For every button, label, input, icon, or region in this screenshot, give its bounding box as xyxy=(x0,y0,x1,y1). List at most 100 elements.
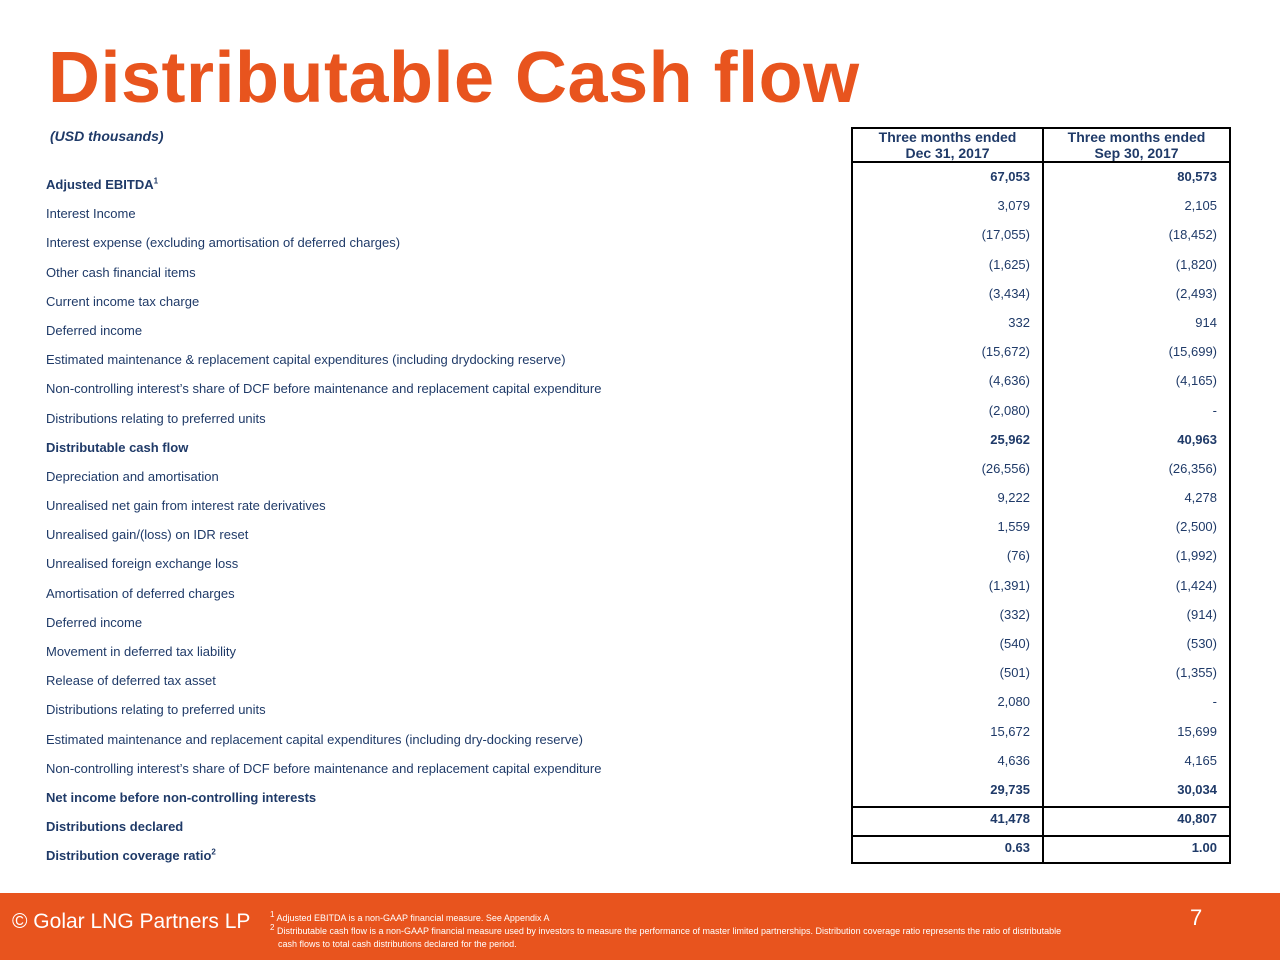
table-row: Non-controlling interest’s share of DCF … xyxy=(0,373,1280,402)
table-row: Estimated maintenance and replacement ca… xyxy=(0,724,1280,753)
row-label: Distributable cash flow xyxy=(46,440,188,455)
row-label: Depreciation and amortisation xyxy=(46,469,219,484)
table-row: Movement in deferred tax liability (540) (… xyxy=(0,636,1280,665)
column-header-dec-2017: Three months ended Dec 31, 2017 xyxy=(853,129,1042,161)
footnote-marker: 2 xyxy=(211,847,216,857)
row-label: Adjusted EBITDA1 xyxy=(46,177,158,192)
row-label-text: Non-controlling interest’s share of DCF … xyxy=(46,381,602,397)
row-label-text: Estimated maintenance & replacement capi… xyxy=(46,352,566,368)
value-sep-2017: (914) xyxy=(1186,606,1217,622)
value-dec-2017: (15,672) xyxy=(981,344,1030,360)
value-sep-2017: 1.00 xyxy=(1191,840,1217,856)
value-sep-2017: (2,493) xyxy=(1175,285,1217,301)
value-dec-2017: 0.63 xyxy=(1004,840,1030,856)
row-label-text: Deferred income xyxy=(46,614,143,630)
value-sep-2017: (18,452) xyxy=(1168,227,1217,243)
footnote-2: 2 Distributable cash flow is a non-GAAP … xyxy=(270,923,1220,938)
row-label: Estimated maintenance & replacement capi… xyxy=(46,352,566,367)
row-label-text: Interest expense (excluding amortisation… xyxy=(46,235,401,251)
row-label-text: Estimated maintenance and replacement ca… xyxy=(46,731,583,747)
row-label: Interest expense (excluding amortisation… xyxy=(46,235,400,250)
row-label: Distributions relating to preferred unit… xyxy=(46,702,266,717)
table-row: Distributions declared 41,478 40,807 xyxy=(0,811,1280,840)
row-label-text: Distributions declared xyxy=(46,819,184,835)
row-label: Non-controlling interest’s share of DCF … xyxy=(46,381,601,396)
value-dec-2017: (1,625) xyxy=(988,256,1030,272)
page-title: Distributable Cash flow xyxy=(48,38,860,118)
row-label-text: Unrealised net gain from interest rate d… xyxy=(46,498,326,514)
value-sep-2017: 2,105 xyxy=(1184,198,1217,214)
value-sep-2017: (2,500) xyxy=(1175,519,1217,535)
value-sep-2017: (1,355) xyxy=(1175,665,1217,681)
page-number: 7 xyxy=(1190,905,1203,930)
table-row: Amortisation of deferred charges (1,391) (… xyxy=(0,578,1280,607)
row-label: Distribution coverage ratio2 xyxy=(46,848,216,863)
value-dec-2017: (76) xyxy=(1006,548,1030,564)
total-divider xyxy=(851,806,1231,808)
row-label-text: Adjusted EBITDA xyxy=(46,177,154,192)
value-dec-2017: (2,080) xyxy=(988,402,1030,418)
value-sep-2017: (26,356) xyxy=(1168,460,1217,476)
value-dec-2017: 25,962 xyxy=(990,431,1030,447)
row-label-text: Depreciation and amortisation xyxy=(46,468,219,484)
row-label: Movement in deferred tax liability xyxy=(46,644,236,659)
table-row: Distributable cash flow 25,962 40,963 xyxy=(0,432,1280,461)
row-label: Non-controlling interest’s share of DCF … xyxy=(46,761,601,776)
row-label: Current income tax charge xyxy=(46,294,199,309)
footnote-2-mark: 2 xyxy=(270,923,275,932)
footnote-marker: 1 xyxy=(153,176,159,186)
table-row: Interest expense (excluding amortisation… xyxy=(0,227,1280,256)
value-dec-2017: 332 xyxy=(1008,314,1030,330)
footnote-1: 1 Adjusted EBITDA is a non-GAAP financia… xyxy=(270,911,1220,925)
value-sep-2017: (1,820) xyxy=(1175,256,1217,272)
table-row: Net income before non-controlling intere… xyxy=(0,782,1280,811)
value-dec-2017: (17,055) xyxy=(981,227,1030,243)
row-label: Deferred income xyxy=(46,615,142,630)
value-dec-2017: 67,053 xyxy=(990,169,1030,184)
table-row: Interest Income 3,079 2,105 xyxy=(0,198,1280,227)
value-dec-2017: 15,672 xyxy=(990,723,1030,739)
value-dec-2017: (332) xyxy=(999,606,1030,622)
value-dec-2017: 4,636 xyxy=(997,752,1030,768)
row-label: Release of deferred tax asset xyxy=(46,673,216,688)
table-row: Deferred income 332 914 xyxy=(0,315,1280,344)
table-row: Distribution coverage ratio2 0.63 1.00 xyxy=(0,840,1280,869)
value-sep-2017: 15,699 xyxy=(1177,723,1217,739)
value-sep-2017: (15,699) xyxy=(1168,344,1217,360)
row-label: Other cash financial items xyxy=(46,265,196,280)
value-dec-2017: 29,735 xyxy=(990,781,1030,797)
row-label-text: Non-controlling interest’s share of DCF … xyxy=(46,760,602,776)
table-row: Estimated maintenance & replacement capi… xyxy=(0,344,1280,373)
value-sep-2017: 40,963 xyxy=(1177,431,1217,447)
value-dec-2017: 3,079 xyxy=(997,198,1030,214)
row-label: Interest Income xyxy=(46,206,136,221)
value-dec-2017: 9,222 xyxy=(997,490,1030,506)
row-label: Unrealised net gain from interest rate d… xyxy=(46,498,326,513)
value-dec-2017: 1,559 xyxy=(997,519,1030,535)
row-label: Distributions declared xyxy=(46,819,183,834)
copyright-text: © Golar LNG Partners LP xyxy=(12,910,251,933)
value-dec-2017: 41,478 xyxy=(990,811,1030,827)
column-header-line1: Three months ended xyxy=(878,129,1017,145)
value-dec-2017: (4,636) xyxy=(988,373,1030,389)
header-divider xyxy=(851,161,1231,163)
row-label: Amortisation of deferred charges xyxy=(46,586,235,601)
value-dec-2017: (3,434) xyxy=(988,285,1030,301)
row-label-text: Net income before non-controlling intere… xyxy=(46,789,317,805)
value-sep-2017: 80,573 xyxy=(1177,169,1217,184)
table-row: Distributions relating to preferred unit… xyxy=(0,694,1280,723)
units-label: (USD thousands) xyxy=(50,128,164,144)
value-sep-2017: 4,278 xyxy=(1184,490,1217,506)
column-header-line1: Three months ended xyxy=(1067,129,1206,145)
row-label: Distributions relating to preferred unit… xyxy=(46,411,266,426)
value-sep-2017: (4,165) xyxy=(1175,373,1217,389)
value-sep-2017: 914 xyxy=(1195,314,1217,330)
table-row: Depreciation and amortisation (26,556) (26… xyxy=(0,461,1280,490)
row-label-text: Unrealised gain/(loss) on IDR reset xyxy=(46,527,249,543)
row-label-text: Deferred income xyxy=(46,322,143,338)
value-dec-2017: (1,391) xyxy=(988,577,1030,593)
table-row: Unrealised foreign exchange loss (76) (1,9… xyxy=(0,548,1280,577)
row-label: Unrealised foreign exchange loss xyxy=(46,556,238,571)
row-label-text: Distributions relating to preferred unit… xyxy=(46,702,266,718)
table-row: Other cash financial items (1,625) (1,820) xyxy=(0,257,1280,286)
